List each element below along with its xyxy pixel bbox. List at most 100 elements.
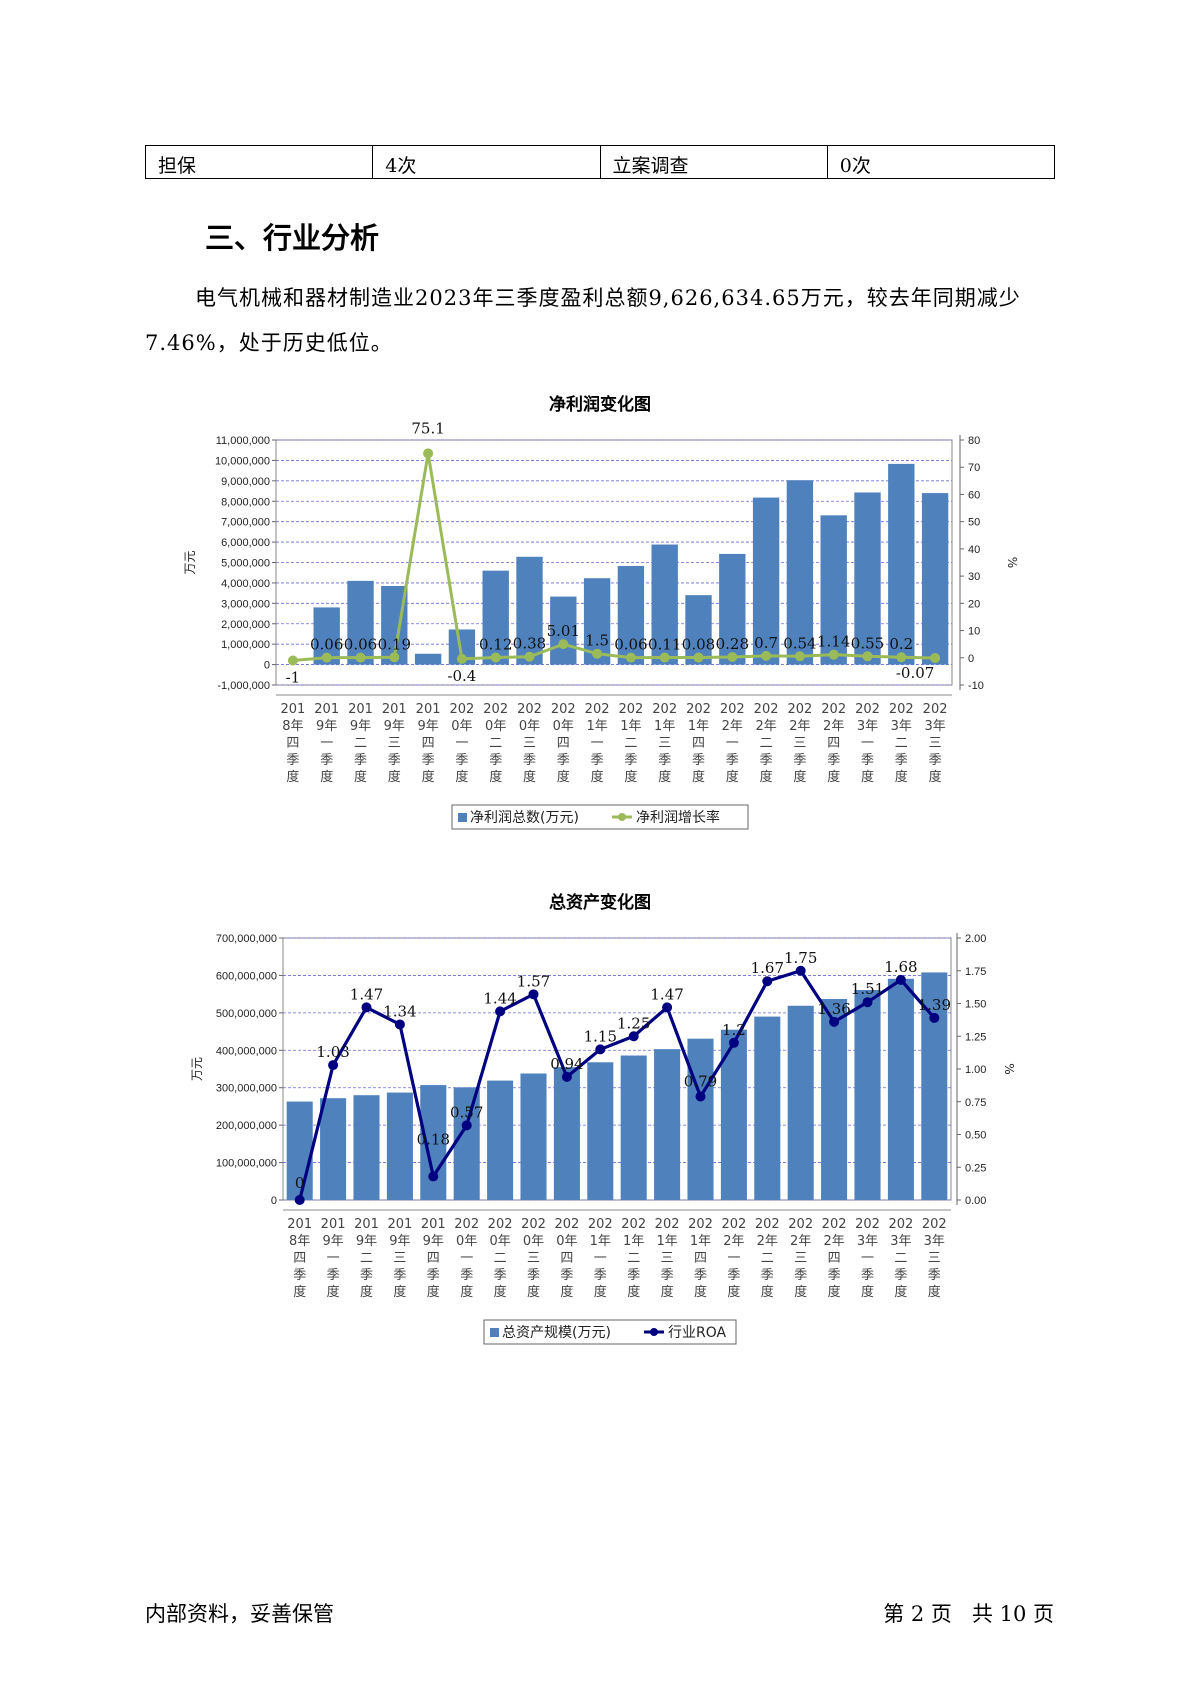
x-tick-label: 202 3年一季度 xyxy=(855,702,880,785)
table-cell: 0次 xyxy=(826,145,1056,179)
line-point xyxy=(558,639,569,650)
data-label: 0.57 xyxy=(450,1103,483,1121)
bar xyxy=(887,978,914,1200)
line-point xyxy=(361,1002,372,1013)
x-tick-label: 201 9年三季度 xyxy=(382,702,407,785)
total-assets-chart: 总资产变化图 700,000,000 600,000,000 500,000,000 4… xyxy=(190,892,1016,1345)
bar xyxy=(854,492,881,665)
data-label: 0.19 xyxy=(378,635,411,653)
data-label: 1.03 xyxy=(316,1043,349,1061)
y-left-axis-label: 万元 xyxy=(190,1057,204,1081)
line-point xyxy=(595,1044,606,1055)
y-left-tick-label: 10,000,000 xyxy=(215,455,270,467)
bar xyxy=(752,497,780,665)
line-point xyxy=(428,1171,439,1182)
x-tick-label: 202 0年一季度 xyxy=(449,702,474,785)
line-point xyxy=(828,649,839,660)
x-tick-label: 202 0年四季度 xyxy=(551,702,576,785)
y-right-axis-label: % xyxy=(1002,1063,1016,1074)
y-left-tick-label: 3,000,000 xyxy=(221,598,270,610)
x-tick-label: 202 2年一季度 xyxy=(721,1217,746,1300)
y-right-tick-label: 40 xyxy=(968,544,980,556)
data-label: 1.14 xyxy=(817,633,850,651)
line-point xyxy=(727,652,738,663)
y-right-tick-label: 1.75 xyxy=(965,966,986,978)
line-point xyxy=(625,652,636,663)
line-point xyxy=(896,652,907,663)
data-label: 0.38 xyxy=(513,635,546,653)
line-point xyxy=(862,651,873,662)
x-tick-label: 201 8年四季度 xyxy=(280,702,305,785)
line-point xyxy=(662,1002,673,1013)
data-label: -0.07 xyxy=(896,664,934,682)
legend-bar-swatch xyxy=(458,813,467,822)
line-point xyxy=(695,1091,706,1102)
legend-bar-swatch xyxy=(490,1328,499,1337)
line-point xyxy=(423,448,434,459)
line-point xyxy=(929,1012,940,1023)
x-tick-label: 202 1年三季度 xyxy=(652,702,677,785)
data-label: 1.68 xyxy=(884,958,917,976)
plot-area xyxy=(282,937,952,1201)
legend-line-marker xyxy=(650,1328,658,1336)
x-tick-label: 202 3年二季度 xyxy=(889,702,914,785)
y-left-tick-label: 7,000,000 xyxy=(221,517,270,529)
line-point xyxy=(461,1120,472,1131)
bar xyxy=(516,556,543,665)
bar xyxy=(587,1062,614,1200)
bar xyxy=(553,1067,580,1200)
x-tick-label: 202 0年三季度 xyxy=(521,1217,546,1300)
y-right-tick-label: 2.00 xyxy=(965,933,986,945)
bar xyxy=(820,515,847,665)
legend-box xyxy=(451,804,749,830)
x-tick-label: 202 3年一季度 xyxy=(855,1217,880,1300)
legend-line-marker xyxy=(618,813,626,821)
x-tick-label: 202 2年二季度 xyxy=(754,702,779,785)
line-point xyxy=(762,976,773,987)
series-line xyxy=(298,968,936,1201)
line-point xyxy=(794,651,805,662)
x-tick-label: 201 9年二季度 xyxy=(354,1217,379,1300)
y-left-tick-label: 700,000,000 xyxy=(216,933,277,945)
y-right-tick-label: 0.50 xyxy=(965,1130,986,1142)
x-tick-label: 202 2年三季度 xyxy=(788,1217,813,1300)
x-tick-label: 202 1年二季度 xyxy=(621,1217,646,1300)
data-label: 0.55 xyxy=(851,634,884,652)
bar xyxy=(353,1095,380,1200)
y-left-tick-label: 0 xyxy=(271,1195,277,1207)
data-label: 0.54 xyxy=(783,634,816,652)
y-right-tick-label: 1.25 xyxy=(965,1031,986,1043)
bar xyxy=(821,999,848,1200)
line-point xyxy=(294,1195,305,1205)
data-label: 5.01 xyxy=(547,622,580,640)
net-profit-chart: 净利润变化图 11,000,000 10,000,000 9,000,000 8,000… xyxy=(183,394,1019,830)
line-point xyxy=(355,652,366,663)
data-label: 1.36 xyxy=(817,1000,850,1018)
data-label: 1.75 xyxy=(784,949,817,967)
line-point xyxy=(328,1060,339,1071)
bar xyxy=(286,1101,313,1200)
x-tick-label: 201 9年三季度 xyxy=(387,1217,412,1300)
bar xyxy=(550,596,577,665)
legend-box xyxy=(483,1319,737,1345)
y-left-tick-label: 500,000,000 xyxy=(216,1008,277,1020)
x-tick-label: 202 1年一季度 xyxy=(588,1217,613,1300)
line-point xyxy=(930,652,941,663)
y-left-tick-label: 2,000,000 xyxy=(221,619,270,631)
y-right-tick-label: -10 xyxy=(968,680,984,692)
y-left-tick-label: 400,000,000 xyxy=(216,1045,277,1057)
data-label: 1.57 xyxy=(517,972,550,990)
y-left-tick-label: 200,000,000 xyxy=(216,1120,277,1132)
x-tick-label: 201 8年四季度 xyxy=(287,1217,312,1300)
bar xyxy=(453,1087,480,1200)
bar xyxy=(414,653,442,665)
data-label: 0.12 xyxy=(479,635,512,653)
data-label: 0.79 xyxy=(684,1073,717,1091)
x-tick-label: 202 0年四季度 xyxy=(554,1217,579,1300)
data-label: 0 xyxy=(295,1174,305,1192)
line-point xyxy=(628,1031,639,1042)
bar xyxy=(754,1016,781,1200)
bar xyxy=(787,1005,814,1200)
x-tick-label: 202 0年二季度 xyxy=(488,1217,513,1300)
y-left-tick-label: 4,000,000 xyxy=(221,578,270,590)
